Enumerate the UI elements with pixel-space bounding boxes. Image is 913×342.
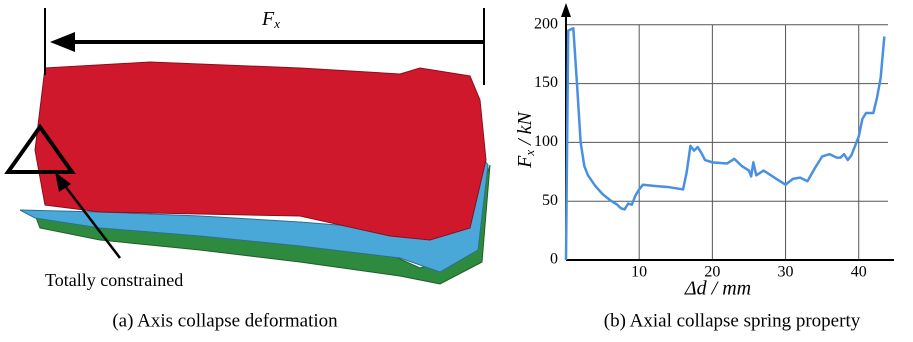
deformation-render: Fx Totally constrained (a) Axis collapse… [8, 8, 490, 332]
force-arrow-head [50, 32, 75, 52]
caption: (b) Axial collapse spring property [604, 310, 861, 331]
force-label: Fx [261, 8, 280, 31]
chart: Δd / mm Fx / kN (b) Axial collapse sprin… [514, 3, 894, 331]
x-tick-label: 10 [631, 264, 647, 281]
x-axis-label: Δd / mm [684, 278, 751, 300]
axis-arrow [561, 3, 571, 17]
data-line [566, 28, 884, 260]
x-tick-label: 30 [778, 264, 794, 281]
y-tick-label: 0 [550, 251, 558, 268]
caption: (a) Axis collapse deformation [112, 310, 338, 331]
y-tick-label: 50 [542, 192, 558, 209]
x-tick-label: 20 [704, 264, 720, 281]
constraint-label: Totally constrained [45, 270, 183, 290]
y-tick-label: 200 [534, 15, 558, 32]
y-tick-label: 100 [534, 133, 558, 150]
x-tick-label: 40 [851, 264, 867, 281]
figure: Fx Totally constrained (a) Axis collapse… [0, 0, 913, 337]
y-tick-label: 150 [534, 74, 558, 91]
